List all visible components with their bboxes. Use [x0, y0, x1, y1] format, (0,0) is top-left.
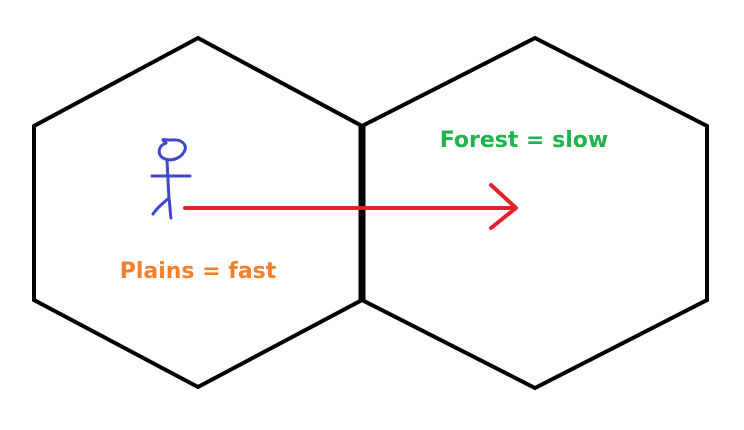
plains-hex: [32, 35, 364, 390]
stick-figure-icon: [150, 138, 192, 220]
forest-hex: [360, 35, 709, 391]
arrow-right-icon: [183, 183, 518, 230]
plains-label: Plains = fast: [120, 259, 277, 284]
forest-label: Forest = slow: [440, 128, 608, 153]
